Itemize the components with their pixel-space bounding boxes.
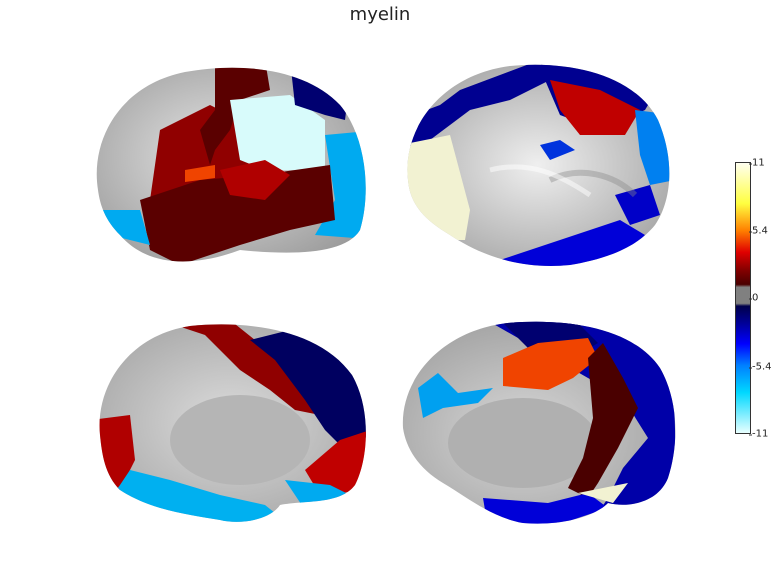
brain-lateral-right-view [407,64,670,266]
brain-lateral-left-view [96,67,366,262]
colorbar-tick-zero: 0 [748,292,759,304]
colorbar-tick-min: -11 [748,428,769,440]
brain-medial-right-view [402,321,676,524]
brain-medial-left-view [99,324,366,522]
colorbar-tick-high: 5.4 [749,225,768,237]
colorbar-tick-low: -5.4 [749,361,772,373]
colorbar-tick-max: 11 [749,157,765,169]
figure-title: myelin [349,4,411,25]
